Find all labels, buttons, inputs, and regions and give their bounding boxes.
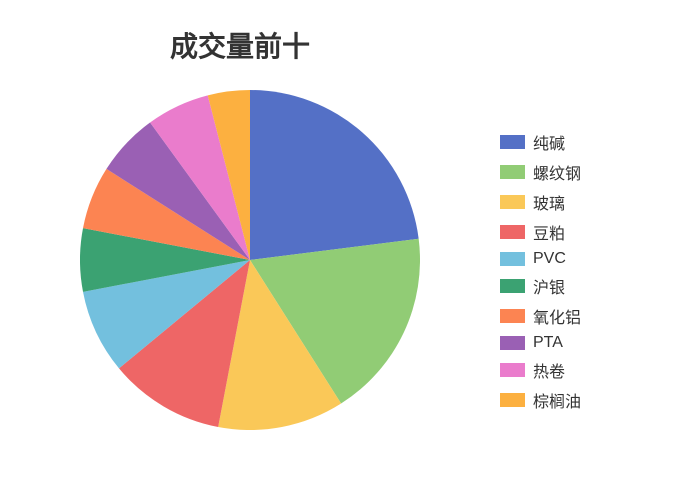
pie-chart-container: 成交量前十 纯碱螺纹钢玻璃豆粕 PVC 沪银氧化铝 PTA 热卷棕榈油 [0,0,700,500]
legend-item[interactable]: PTA [500,334,581,352]
legend-swatch [500,225,525,239]
legend-item[interactable]: 热卷 [500,358,581,382]
pie-chart [80,90,420,430]
legend-item[interactable]: 氧化铝 [500,304,581,328]
legend-label: 氧化铝 [533,304,581,328]
legend-item[interactable]: 纯碱 [500,130,581,154]
legend-label: 纯碱 [533,130,565,154]
legend-swatch [500,135,525,149]
legend-label: 热卷 [533,358,565,382]
legend: 纯碱螺纹钢玻璃豆粕 PVC 沪银氧化铝 PTA 热卷棕榈油 [500,130,581,412]
legend-label: 玻璃 [533,190,565,214]
legend-swatch [500,252,525,266]
legend-label: PTA [533,334,563,352]
legend-label: 沪银 [533,274,565,298]
legend-swatch [500,393,525,407]
legend-item[interactable]: 沪银 [500,274,581,298]
legend-label: PVC [533,250,566,268]
legend-swatch [500,279,525,293]
legend-swatch [500,165,525,179]
legend-item[interactable]: 豆粕 [500,220,581,244]
legend-label: 豆粕 [533,220,565,244]
legend-swatch [500,336,525,350]
legend-item[interactable]: 玻璃 [500,190,581,214]
legend-swatch [500,195,525,209]
chart-title: 成交量前十 [170,25,310,65]
legend-label: 螺纹钢 [533,160,581,184]
legend-item[interactable]: 螺纹钢 [500,160,581,184]
legend-item[interactable]: PVC [500,250,581,268]
legend-swatch [500,363,525,377]
pie-slice[interactable] [250,90,419,260]
legend-swatch [500,309,525,323]
legend-item[interactable]: 棕榈油 [500,388,581,412]
legend-label: 棕榈油 [533,388,581,412]
